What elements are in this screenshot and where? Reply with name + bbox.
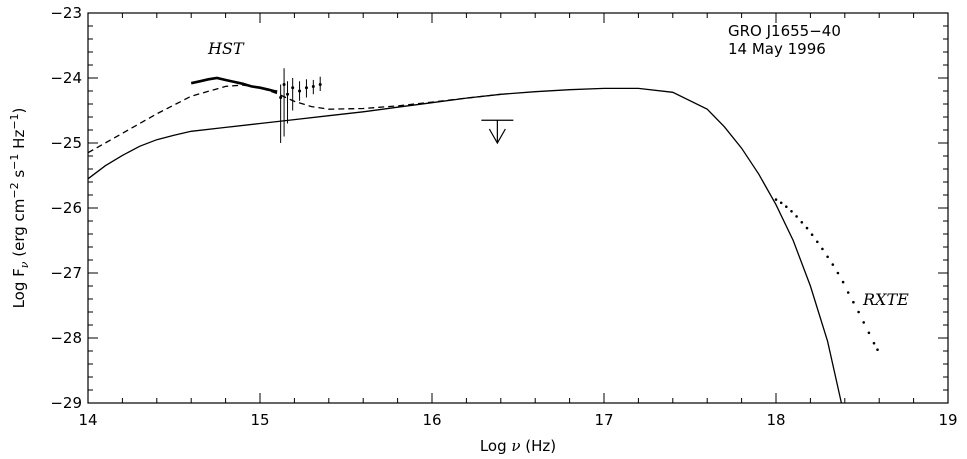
observation-date-label: 14 May 1996 bbox=[728, 40, 826, 58]
solid-model-curve bbox=[87, 87, 843, 404]
rxte-data-point bbox=[805, 226, 809, 230]
rxte-data-point bbox=[862, 321, 865, 324]
source-name-label: GRO J1655−40 bbox=[728, 22, 841, 40]
axis-tick-labels: 14 15 16 17 18 19 −23 −24 −25 −26 −27 −28 −29 bbox=[50, 4, 957, 429]
x-tick-label: 17 bbox=[594, 411, 613, 429]
rxte-data-point bbox=[852, 300, 855, 304]
y-tick-label: −24 bbox=[50, 69, 82, 87]
rxte-data-point bbox=[857, 310, 860, 314]
rxte-data-point bbox=[836, 271, 840, 275]
rxte-data-point bbox=[826, 255, 829, 259]
hst-data-point bbox=[304, 86, 308, 90]
rxte-data-point bbox=[831, 263, 835, 266]
rxte-data-point bbox=[795, 215, 798, 218]
hst-data-point bbox=[286, 92, 290, 96]
y-tick-label: −29 bbox=[50, 394, 82, 412]
rxte-data-point bbox=[779, 201, 783, 205]
hst-data-point bbox=[298, 89, 302, 93]
x-tick-label: 19 bbox=[938, 411, 957, 429]
y-axis-label: Log Fν (erg cm−2 s−1 Hz−1) bbox=[8, 108, 31, 309]
rxte-data-point bbox=[876, 348, 879, 352]
model-curves bbox=[87, 84, 843, 404]
x-tick-label: 14 bbox=[78, 411, 97, 429]
rxte-data-point bbox=[841, 280, 845, 284]
rxte-data-point bbox=[821, 247, 824, 251]
rxte-data-point bbox=[790, 210, 793, 213]
y-tick-label: −28 bbox=[50, 329, 82, 347]
rxte-data-point bbox=[846, 291, 850, 294]
rxte-data bbox=[774, 198, 879, 352]
rxte-label: RXTE bbox=[862, 290, 909, 309]
x-tick-label: 18 bbox=[766, 411, 785, 429]
y-tick-label: −25 bbox=[50, 134, 82, 152]
y-tick-label: −23 bbox=[50, 4, 82, 22]
hst-data-point bbox=[291, 86, 295, 90]
hst-data-point bbox=[318, 83, 322, 86]
hst-data bbox=[190, 68, 322, 143]
x-axis-label: Log ν (Hz) bbox=[480, 437, 556, 455]
dashed-model-curve bbox=[87, 84, 501, 154]
rxte-data-point bbox=[800, 221, 804, 224]
hst-label: HST bbox=[207, 39, 245, 58]
hst-data-point bbox=[282, 83, 286, 86]
rxte-data-point bbox=[816, 240, 819, 244]
upper-limit-marker bbox=[481, 119, 514, 145]
y-tick-label: −26 bbox=[50, 199, 82, 217]
rxte-data-point bbox=[872, 341, 876, 345]
x-tick-label: 16 bbox=[422, 411, 441, 429]
axis-ticks bbox=[87, 12, 949, 404]
rxte-data-point bbox=[785, 205, 788, 208]
hst-data-point bbox=[311, 84, 315, 88]
rxte-data-point bbox=[774, 198, 778, 201]
hst-spectrum-line bbox=[190, 76, 278, 93]
rxte-data-point bbox=[867, 331, 871, 335]
y-tick-label: −27 bbox=[50, 264, 82, 282]
hst-data-point bbox=[279, 96, 283, 99]
upper-limit-arrowhead bbox=[488, 128, 506, 145]
x-tick-label: 15 bbox=[250, 411, 269, 429]
plot-frame bbox=[87, 12, 949, 404]
rxte-data-point bbox=[810, 233, 814, 236]
